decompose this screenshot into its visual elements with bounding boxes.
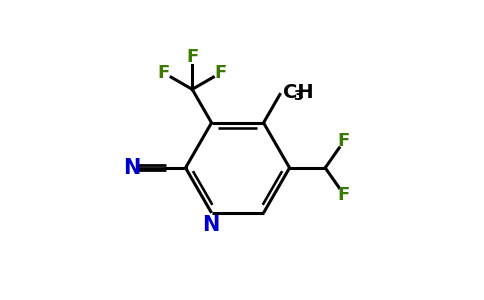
Text: CH: CH <box>283 82 314 102</box>
Text: F: F <box>214 64 227 82</box>
Text: F: F <box>338 186 350 204</box>
Text: F: F <box>338 132 350 150</box>
Text: F: F <box>186 48 198 66</box>
Text: N: N <box>123 158 140 178</box>
Text: 3: 3 <box>293 89 303 103</box>
Text: N: N <box>202 215 219 236</box>
Text: F: F <box>158 64 170 82</box>
